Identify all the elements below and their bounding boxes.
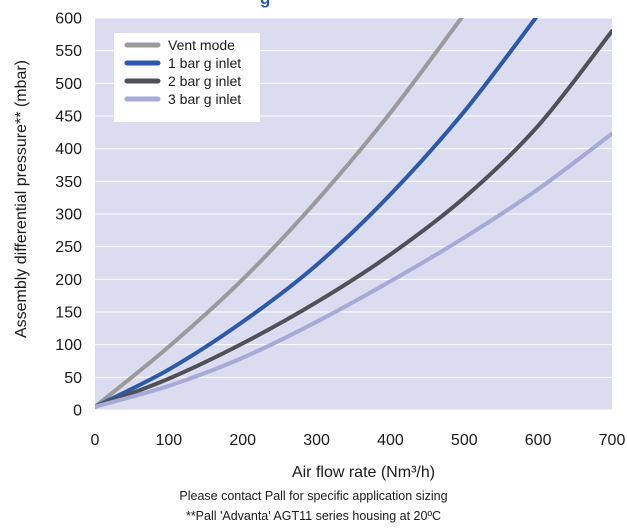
y-axis-title: Assembly differential pressure** (mbar) [13, 60, 30, 338]
y-tick-label-50: 50 [64, 370, 82, 387]
y-tick-label-100: 100 [55, 337, 82, 354]
y-tick-label-400: 400 [55, 141, 82, 158]
y-tick-label-250: 250 [55, 239, 82, 256]
series-line-vent-mode [95, 18, 464, 409]
legend-label-2-bar-g-inlet: 2 bar g inlet [168, 73, 241, 89]
legend-label-1-bar-g-inlet: 1 bar g inlet [168, 55, 241, 71]
grid [95, 17, 612, 411]
legend-box [114, 33, 260, 122]
chart-title: g [260, 0, 270, 8]
y-tick-label-150: 150 [55, 305, 82, 322]
x-tick-label-0: 0 [91, 432, 100, 449]
y-tick-label-600: 600 [55, 11, 82, 28]
legend: Vent mode 1 bar g inlet 2 bar g inlet 3 bar… [114, 33, 260, 122]
x-axis-ticks: 0 100 200 300 400 500 600 700 [91, 432, 626, 449]
footnote-sizing: Please contact Pall for specific applica… [179, 489, 448, 503]
x-tick-label-500: 500 [451, 432, 478, 449]
y-tick-label-550: 550 [55, 43, 82, 60]
footnote-housing: **Pall 'Advanta' AGT11 series housing at… [185, 509, 442, 523]
y-tick-label-350: 350 [55, 174, 82, 191]
legend-label-3-bar-g-inlet: 3 bar g inlet [168, 91, 241, 107]
y-tick-label-500: 500 [55, 76, 82, 93]
series-line-1-bar-g-inlet [95, 18, 539, 409]
y-tick-label-300: 300 [55, 207, 82, 224]
legend-label-vent-mode: Vent mode [168, 37, 235, 53]
x-axis-title: Air flow rate (Nm³/h) [292, 464, 435, 481]
x-tick-label-600: 600 [525, 432, 552, 449]
series-line-3-bar-g-inlet [95, 131, 612, 409]
x-tick-label-200: 200 [229, 432, 256, 449]
y-axis-ticks: 0 50 100 150 200 250 300 350 400 450 500 550 600 [55, 11, 82, 420]
x-tick-label-400: 400 [377, 432, 404, 449]
y-tick-label-450: 450 [55, 109, 82, 126]
x-tick-label-100: 100 [156, 432, 183, 449]
y-tick-label-0: 0 [73, 403, 82, 420]
series-line-2-bar-g-inlet [95, 29, 612, 409]
y-tick-label-200: 200 [55, 272, 82, 289]
series-layer [95, 18, 612, 409]
x-tick-label-300: 300 [303, 432, 330, 449]
x-tick-label-700: 700 [599, 432, 626, 449]
